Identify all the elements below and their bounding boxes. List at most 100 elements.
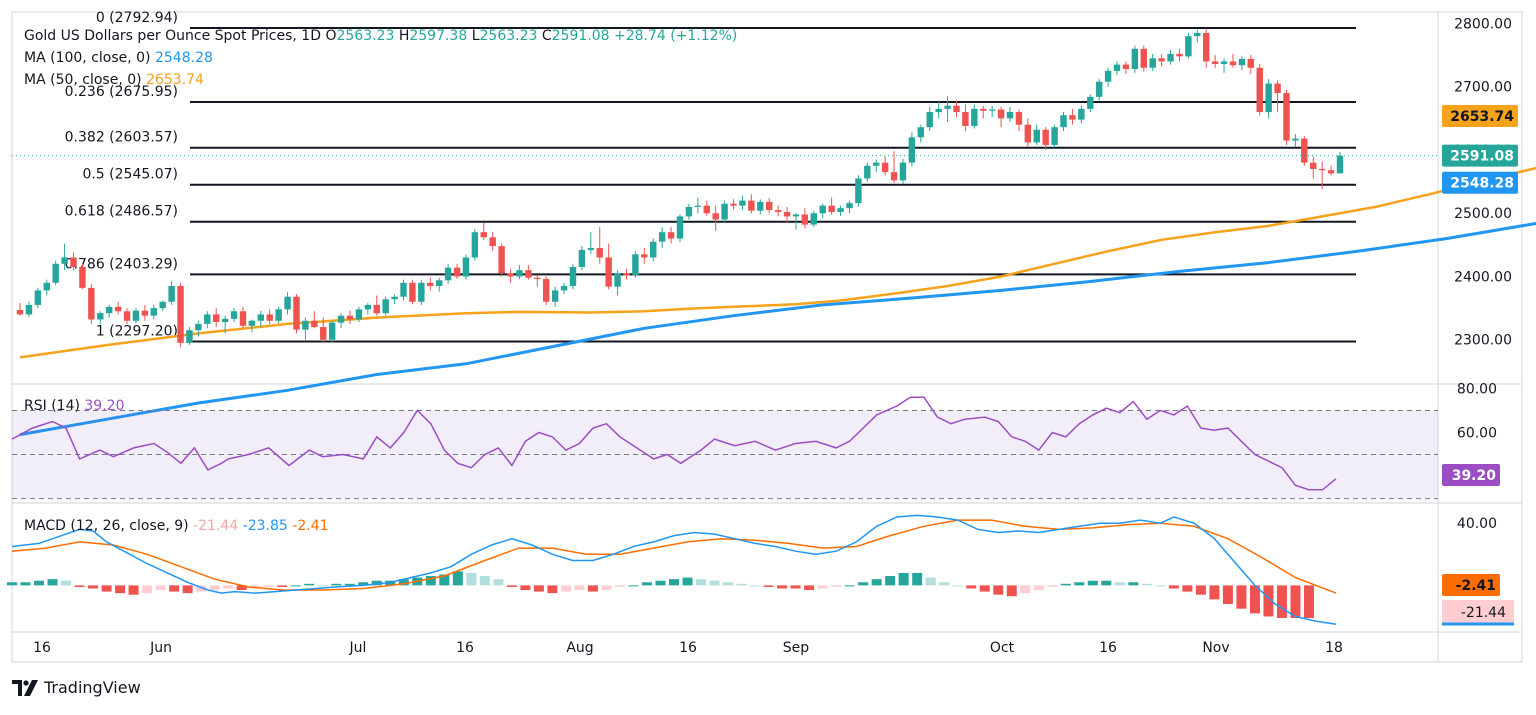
candle-body bbox=[489, 237, 496, 247]
candle-body bbox=[890, 172, 898, 181]
macd-hist-bar bbox=[979, 585, 990, 592]
macd-hist-bar bbox=[844, 585, 855, 587]
candle-body bbox=[462, 257, 470, 277]
macd-hist-bar bbox=[1263, 585, 1274, 617]
candle-body bbox=[1310, 162, 1317, 169]
time-axis-tick: 16 bbox=[456, 640, 474, 656]
price-legend-title: Gold US Dollars per Ounce Spot Prices, 1… bbox=[24, 28, 737, 44]
ohlc-low-value: 2563.23 bbox=[480, 28, 542, 44]
candle-body bbox=[328, 322, 336, 340]
candle-body bbox=[409, 282, 416, 302]
rsi-legend: RSI (14) 39.20 bbox=[24, 398, 124, 414]
candle-body bbox=[560, 285, 568, 291]
fib-label-0: 0 (2792.94) bbox=[96, 10, 178, 26]
candle-body bbox=[917, 127, 925, 138]
candle-body bbox=[444, 267, 452, 281]
macd-hist-bar bbox=[1033, 585, 1044, 591]
macd-hist-bar bbox=[331, 583, 342, 586]
candle-body bbox=[34, 290, 42, 305]
candle-body bbox=[1006, 112, 1014, 119]
candle-body bbox=[899, 162, 907, 181]
ohlc-open-label: O bbox=[325, 28, 336, 44]
candle-body bbox=[587, 248, 595, 250]
macd-signal-tag-bg bbox=[1442, 574, 1500, 596]
candle-body bbox=[944, 105, 951, 109]
macd-hist-bar bbox=[858, 582, 869, 586]
macd-legend-hist: -21.44 bbox=[193, 518, 243, 534]
candle-body bbox=[364, 304, 372, 310]
candle-body bbox=[1247, 58, 1255, 68]
macd-hist-bar bbox=[871, 579, 882, 586]
candle-body bbox=[159, 301, 166, 309]
candle-body bbox=[1104, 70, 1112, 82]
fib-label-0.786: 0.786 (2403.29) bbox=[65, 256, 178, 272]
price-axis-tick: 2800.00 bbox=[1454, 16, 1512, 32]
candle-body bbox=[114, 306, 122, 312]
macd-hist-bar bbox=[804, 585, 815, 591]
time-axis-tick: 16 bbox=[679, 640, 697, 656]
candle-body bbox=[908, 137, 916, 163]
macd-hist-bar bbox=[601, 585, 612, 591]
candle-body bbox=[1327, 170, 1335, 174]
candle-body bbox=[953, 105, 960, 113]
candle-body bbox=[828, 205, 835, 212]
macd-hist-bar bbox=[560, 585, 571, 592]
macd-hist-bar bbox=[1303, 585, 1314, 619]
candle-body bbox=[748, 200, 755, 211]
macd-hist-bar bbox=[547, 585, 558, 594]
candle-body bbox=[43, 282, 50, 291]
macd-hist-bar bbox=[574, 585, 585, 591]
rsi-legend-value: 39.20 bbox=[84, 398, 124, 414]
time-axis-tick: Oct bbox=[990, 640, 1015, 656]
rsi-value-tag-bg bbox=[1442, 464, 1500, 486]
price-axis-tick: 2400.00 bbox=[1454, 269, 1512, 285]
candle-body bbox=[418, 282, 425, 302]
candle-body bbox=[213, 314, 220, 323]
candle-body bbox=[614, 273, 621, 287]
candle-body bbox=[1238, 58, 1246, 66]
candle-body bbox=[355, 309, 363, 320]
macd-hist-bar bbox=[452, 571, 463, 586]
price-axis-tick: 2700.00 bbox=[1454, 80, 1512, 96]
macd-hist-bar bbox=[1060, 583, 1071, 586]
candle-body bbox=[471, 232, 479, 258]
candle-body bbox=[311, 320, 318, 328]
candle-body bbox=[168, 285, 175, 302]
candle-body bbox=[400, 282, 407, 297]
candle-body bbox=[1185, 36, 1192, 57]
ma100-price-tag-bg bbox=[1442, 171, 1518, 194]
candle-body bbox=[1140, 48, 1147, 68]
macd-hist-bar bbox=[520, 585, 531, 591]
candle-body bbox=[641, 254, 648, 258]
ma100-line bbox=[19, 221, 1536, 437]
candle-body bbox=[810, 213, 817, 225]
macd-hist-bar bbox=[533, 585, 544, 592]
candle-body bbox=[1015, 112, 1023, 125]
candle-body bbox=[623, 273, 630, 276]
macd-value-tag: -21.44 bbox=[1461, 605, 1506, 621]
candle-body bbox=[1042, 129, 1049, 145]
candle-body bbox=[801, 214, 809, 225]
macd-hist-bar bbox=[169, 585, 180, 592]
ohlc-low-label: L bbox=[472, 28, 480, 44]
candle-body bbox=[1149, 58, 1156, 68]
macd-hist-bar bbox=[1114, 582, 1125, 586]
candle-body bbox=[284, 296, 291, 310]
macd-hist-bar bbox=[20, 582, 31, 586]
candle-body bbox=[516, 270, 523, 277]
candle-body bbox=[765, 201, 773, 211]
fib-label-0.5: 0.5 (2545.07) bbox=[82, 167, 178, 183]
macd-hist-bar bbox=[641, 582, 652, 586]
candle-body bbox=[1176, 53, 1183, 57]
macd-hist-bar bbox=[155, 585, 166, 591]
macd-hist-bar bbox=[1101, 580, 1112, 586]
last-price-tag: 2591.08 bbox=[1450, 149, 1514, 165]
macd-signal-line bbox=[11, 519, 1337, 594]
candle-body bbox=[605, 257, 612, 287]
fib-label-0.618: 0.618 (2486.57) bbox=[65, 204, 178, 220]
candle-body bbox=[186, 330, 193, 343]
macd-hist-bar bbox=[506, 585, 517, 587]
macd-hist-bar bbox=[723, 582, 734, 586]
macd-line bbox=[11, 514, 1337, 625]
